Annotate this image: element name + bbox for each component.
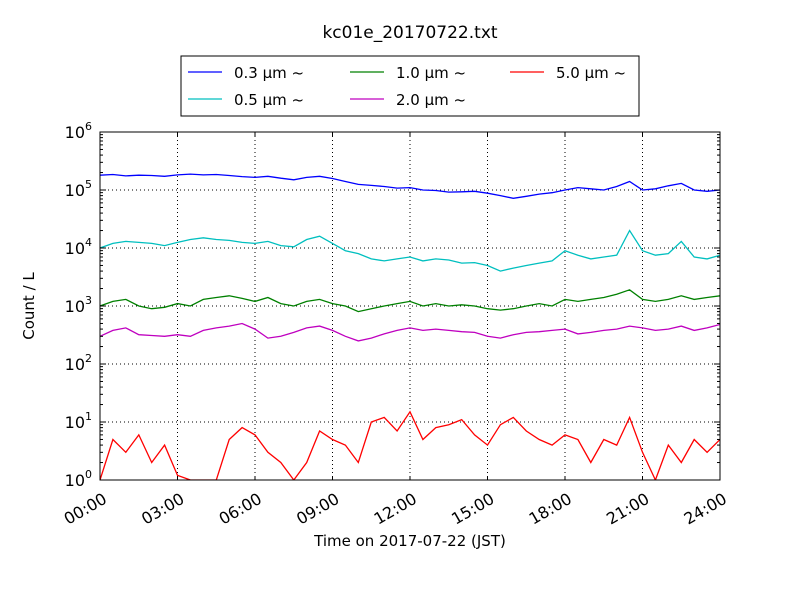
y-tick-label: 106 bbox=[65, 120, 92, 142]
y-tick-label: 100 bbox=[65, 468, 92, 490]
legend: 0.3 µm ~ 0.5 µm ~ 1.0 µm ~ 2.0 µm ~ 5.0 µm ~ bbox=[180, 55, 640, 117]
legend-label-1: 0.5 µm ~ bbox=[234, 91, 304, 109]
x-tick-label: 15:00 bbox=[448, 489, 497, 529]
legend-label-4: 5.0 µm ~ bbox=[556, 64, 626, 82]
y-tick-label: 104 bbox=[65, 236, 92, 258]
legend-label-2: 1.0 µm ~ bbox=[396, 64, 466, 82]
grid bbox=[100, 132, 720, 480]
x-tick-label: 24:00 bbox=[681, 489, 730, 529]
series-line-1 bbox=[100, 229, 720, 272]
y-tick-label: 102 bbox=[65, 352, 92, 374]
x-tick-label: 06:00 bbox=[216, 489, 265, 529]
x-tick-label: 09:00 bbox=[293, 489, 342, 529]
y-tick-label: 103 bbox=[65, 294, 92, 316]
x-axis-label: Time on 2017-07-22 (JST) bbox=[313, 532, 506, 550]
x-tick-label: 00:00 bbox=[61, 489, 110, 529]
y-tick-label: 105 bbox=[65, 178, 92, 200]
x-tick-label: 18:00 bbox=[526, 489, 575, 529]
series-line-4 bbox=[100, 410, 720, 480]
x-tick-label: 12:00 bbox=[371, 489, 420, 529]
y-axis: 100 101 102 103 104 105 106 bbox=[65, 120, 720, 490]
legend-label-3: 2.0 µm ~ bbox=[396, 91, 466, 109]
legend-box bbox=[180, 55, 640, 117]
series-group bbox=[100, 173, 720, 480]
x-tick-label: 21:00 bbox=[603, 489, 652, 529]
legend-label-0: 0.3 µm ~ bbox=[234, 64, 304, 82]
series-line-2 bbox=[100, 289, 720, 313]
y-axis-label: Count / L bbox=[20, 272, 38, 340]
chart-title: kc01e_20170722.txt bbox=[322, 23, 497, 43]
x-tick-label: 03:00 bbox=[138, 489, 187, 529]
y-tick-label: 101 bbox=[65, 410, 92, 432]
series-line-3 bbox=[100, 322, 720, 342]
series-line-0 bbox=[100, 173, 720, 199]
